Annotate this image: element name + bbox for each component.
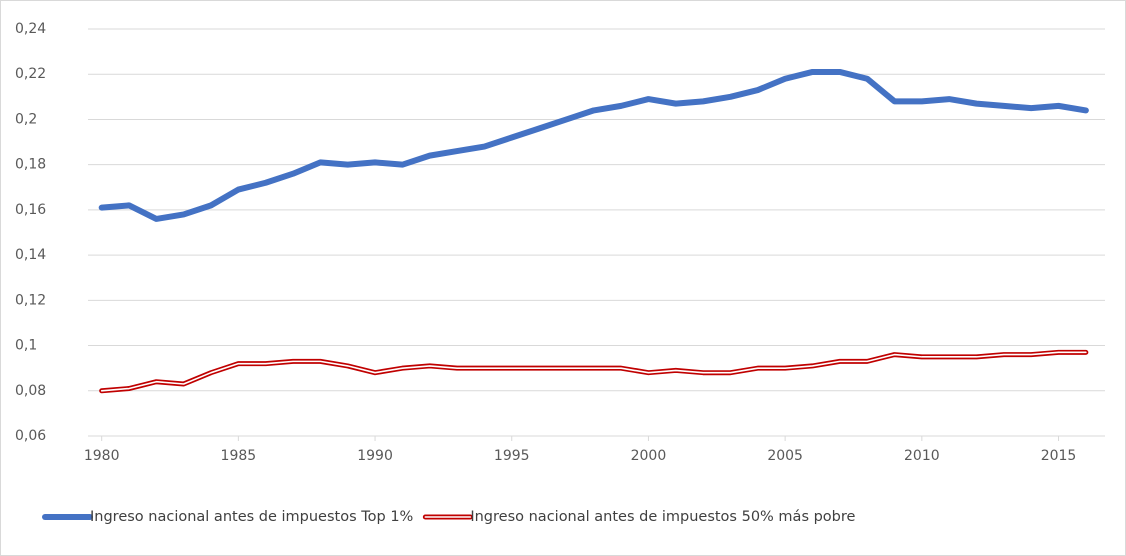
- y-tick-label: 0,08: [15, 383, 46, 399]
- x-tick-label: 2010: [904, 448, 940, 464]
- y-tick-label: 0,2: [15, 111, 37, 127]
- x-tick-label: 2000: [631, 448, 667, 464]
- legend-label: Ingreso nacional antes de impuestos 50% …: [470, 509, 855, 525]
- x-tick-label: 1985: [221, 448, 257, 464]
- series-line: [98, 68, 1089, 222]
- x-tick-label: 1990: [357, 448, 393, 464]
- y-tick-label: 0,18: [15, 157, 46, 173]
- legend: Ingreso nacional antes de impuestos Top …: [42, 509, 856, 525]
- y-tick-label: 0,24: [15, 21, 46, 37]
- y-tick-label: 0,06: [15, 428, 46, 444]
- y-tick-label: 0,16: [15, 202, 46, 218]
- x-tick-label: 1980: [84, 448, 120, 464]
- y-tick-label: 0,12: [15, 292, 46, 308]
- y-tick-label: 0,22: [15, 66, 46, 82]
- x-tick-label: 1995: [494, 448, 530, 464]
- x-tick-label: 2005: [767, 448, 803, 464]
- y-tick-label: 0,14: [15, 247, 46, 263]
- y-tick-label: 0,1: [15, 338, 37, 354]
- series-line-inner: [100, 351, 1087, 392]
- legend-label: Ingreso nacional antes de impuestos Top …: [90, 509, 413, 525]
- x-tick-label: 2015: [1041, 448, 1077, 464]
